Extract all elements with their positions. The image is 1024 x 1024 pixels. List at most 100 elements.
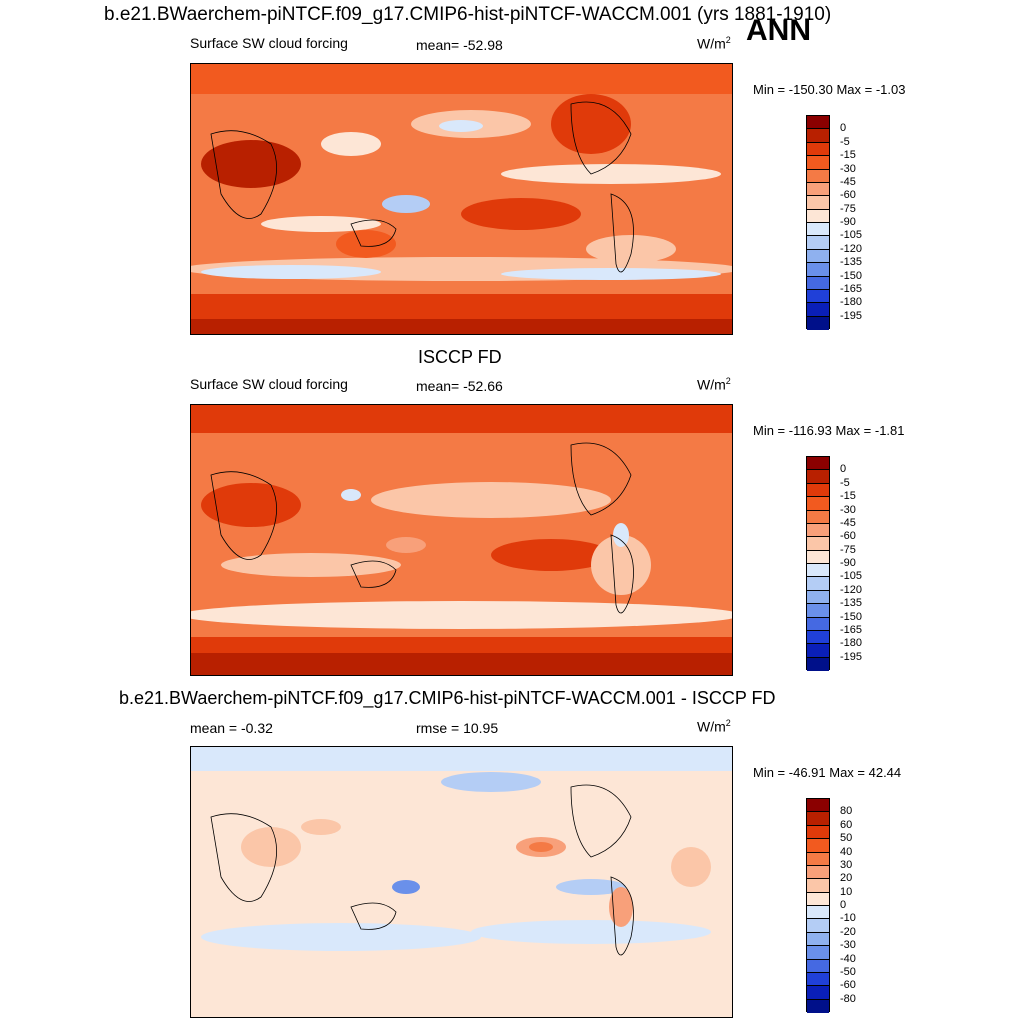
colorbar-tick-label: -120 [840,583,863,596]
colorbar-swatch [807,236,829,250]
colorbar-tick-label: -180 [840,296,863,309]
panel3-colorbar [806,798,830,1013]
panel3-map-field [191,747,732,1017]
colorbar-tick-label: -30 [840,939,856,952]
panel1-map [190,63,733,335]
panel3-minmax: Min = -46.91 Max = 42.44 [753,765,902,780]
panel1-colorbar [806,115,830,330]
colorbar-tick-label: -60 [840,979,856,992]
panel2-colorbar [806,456,830,671]
colorbar-tick-label: -20 [840,925,856,938]
panel1-minmax: Min = -150.30 Max = -1.03 [753,82,906,97]
colorbar-tick-label: -135 [840,597,863,610]
colorbar-swatch [807,630,829,645]
colorbar-swatch [807,999,829,1013]
panel2-mean-label: mean= -52.66 [416,378,503,394]
panel1-variable-label: Surface SW cloud forcing [190,35,348,51]
colorbar-tick-label: 50 [840,832,853,845]
colorbar-swatch [807,537,829,551]
colorbar-swatch [807,182,829,197]
colorbar-tick-label: -15 [840,490,856,503]
main-title: b.e21.BWaerchem-piNTCF.f09_g17.CMIP6-his… [104,4,832,25]
colorbar-tick-label: -5 [840,135,850,148]
colorbar-swatch [807,289,829,304]
colorbar-tick-label: 20 [840,872,853,885]
colorbar-swatch [807,986,829,1000]
colorbar-tick-label: -5 [840,476,850,489]
colorbar-swatch [807,865,829,880]
colorbar-swatch [807,959,829,973]
colorbar-tick-label: 30 [840,858,853,871]
colorbar-swatch [807,142,829,157]
colorbar-tick-label: -75 [840,202,856,215]
colorbar-swatch [807,604,829,618]
colorbar-tick-label: 0 [840,122,847,135]
colorbar-swatch [807,852,829,866]
colorbar-swatch [807,972,829,987]
colorbar-tick-label: -30 [840,162,856,175]
colorbar-tick-label: -150 [840,610,863,623]
colorbar-tick-label: -15 [840,149,856,162]
colorbar-swatch [807,510,829,524]
colorbar-swatch [807,617,829,631]
colorbar-swatch [807,946,829,960]
colorbar-tick-label: -180 [840,637,863,650]
colorbar-swatch [807,457,829,471]
colorbar-tick-label: -60 [840,189,856,202]
colorbar-swatch [807,932,829,947]
panel1-units: W/m2 [697,35,731,52]
colorbar-swatch [807,276,829,290]
colorbar-swatch [807,564,829,578]
panel3-rmse-label: rmse = 10.95 [416,720,499,736]
colorbar-swatch [807,169,829,183]
colorbar-swatch [807,577,829,591]
colorbar-swatch [807,892,829,906]
colorbar-tick-label: -10 [840,912,856,925]
colorbar-tick-label: -40 [840,952,856,965]
colorbar-swatch [807,839,829,853]
colorbar-tick-label: -60 [840,530,856,543]
colorbar-swatch [807,799,829,813]
colorbar-swatch [807,129,829,143]
colorbar-swatch [807,825,829,840]
colorbar-swatch [807,249,829,264]
colorbar-swatch [807,223,829,237]
colorbar-swatch [807,919,829,933]
colorbar-swatch [807,156,829,170]
colorbar-tick-label: -195 [840,309,863,322]
colorbar-tick-label: -45 [840,175,856,188]
colorbar-tick-label: -45 [840,516,856,529]
colorbar-tick-label: -105 [840,570,863,583]
colorbar-swatch [807,644,829,658]
colorbar-swatch [807,470,829,484]
colorbar-tick-label: 0 [840,899,847,911]
colorbar-swatch [807,196,829,210]
colorbar-tick-label: -135 [840,256,863,269]
colorbar-tick-label: -80 [840,992,856,1005]
colorbar-swatch [807,906,829,920]
panel3-title: b.e21.BWaerchem-piNTCF.f09_g17.CMIP6-his… [119,688,776,708]
panel2-minmax: Min = -116.93 Max = -1.81 [753,423,905,438]
colorbar-tick-label: -105 [840,229,863,242]
colorbar-tick-label: 10 [840,885,853,898]
colorbar-tick-label: -120 [840,242,863,255]
panel2-variable-label: Surface SW cloud forcing [190,376,348,392]
colorbar-swatch [807,497,829,511]
colorbar-tick-label: -75 [840,543,856,556]
panel3-mean-label: mean = -0.32 [190,720,273,736]
panel2-title: ISCCP FD [418,347,502,367]
colorbar-tick-label: -165 [840,282,863,295]
panel3-units: W/m2 [697,718,731,735]
colorbar-tick-label: -90 [840,557,856,569]
colorbar-swatch [807,590,829,605]
colorbar-swatch [807,316,829,330]
panel1-map-field [191,64,732,334]
colorbar-tick-label: -30 [840,503,856,516]
colorbar-swatch [807,209,829,223]
colorbar-tick-label: -195 [840,650,863,663]
colorbar-tick-label: 80 [840,805,853,818]
colorbar-tick-label: -90 [840,216,856,228]
colorbar-tick-label: -165 [840,623,863,636]
colorbar-tick-label: -50 [840,965,856,978]
colorbar-swatch [807,657,829,671]
